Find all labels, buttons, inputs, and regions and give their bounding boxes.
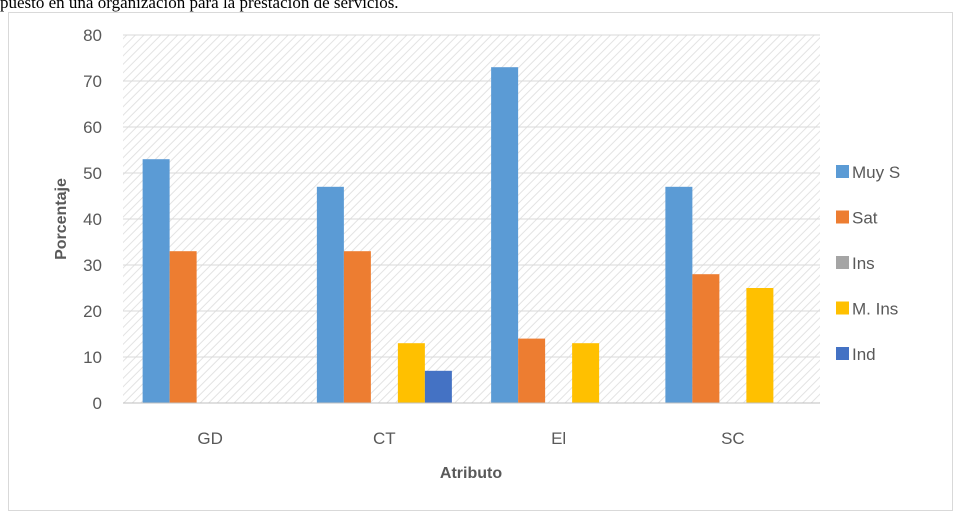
bar [572, 343, 600, 403]
y-tick-label: 10 [83, 348, 102, 367]
bar [518, 338, 546, 403]
legend-label: Ins [852, 254, 875, 273]
bars [142, 67, 774, 403]
y-tick-label: 80 [83, 26, 102, 45]
legend: Muy S Sat Ins M. Ins Ind [836, 163, 900, 364]
chart-frame [8, 12, 953, 511]
bar [169, 251, 197, 403]
y-tick-label: 0 [93, 394, 102, 413]
legend-label: Sat [852, 209, 878, 228]
legend-swatch [836, 165, 849, 178]
bar [316, 186, 344, 403]
gridlines [123, 34, 820, 358]
bar [665, 186, 693, 403]
x-axis-title: Atributo [440, 465, 502, 482]
legend-swatch [836, 256, 849, 269]
y-tick-label: 60 [83, 118, 102, 137]
x-tick-label: SC [721, 429, 745, 448]
y-tick-label: 30 [83, 256, 102, 275]
y-tick-label: 70 [83, 72, 102, 91]
legend-label: Ind [852, 345, 876, 364]
y-tick-labels: 0 10 20 30 40 50 60 70 80 [83, 26, 102, 413]
y-tick-label: 40 [83, 210, 102, 229]
bar [343, 251, 371, 403]
y-axis-title: Porcentaje [53, 178, 70, 260]
legend-label: Muy S [852, 163, 900, 182]
bar [397, 343, 425, 403]
legend-swatch [836, 210, 849, 224]
legend-swatch [836, 347, 849, 360]
legend-label: M. Ins [852, 300, 898, 319]
bar [142, 159, 170, 403]
bar [491, 67, 519, 403]
bar [692, 274, 720, 403]
x-tick-label: CT [373, 429, 396, 448]
bar [746, 288, 774, 403]
y-tick-label: 20 [83, 302, 102, 321]
x-tick-label: El [551, 429, 566, 448]
caption-text: puesto en una organización para la prest… [0, 0, 399, 12]
x-tick-labels: GD CT El SC [197, 429, 744, 448]
bar [424, 370, 452, 403]
legend-swatch [836, 301, 849, 315]
x-tick-label: GD [197, 429, 223, 448]
y-tick-label: 50 [83, 164, 102, 183]
